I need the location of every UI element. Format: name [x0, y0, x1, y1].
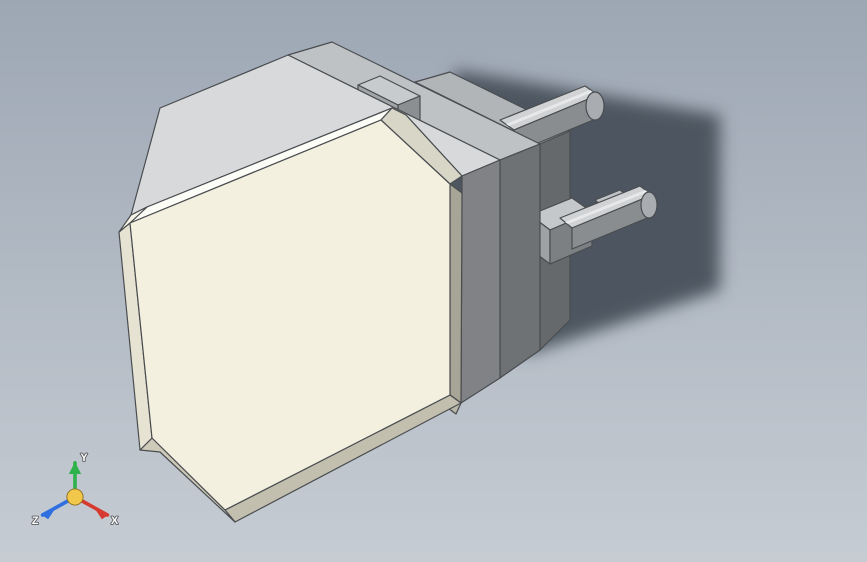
pin-2-endcap [641, 192, 657, 218]
body-right-face [500, 144, 540, 378]
triad-origin-icon [67, 489, 83, 505]
axis-y-arrow-icon [70, 463, 81, 474]
model-scene[interactable] [0, 0, 867, 562]
axis-y-label: Y [80, 452, 88, 464]
pin-1-endcap [586, 92, 604, 120]
front-chamfer-right [450, 184, 462, 403]
cad-viewport[interactable]: X Y Z [0, 0, 867, 562]
orientation-triad[interactable]: X Y Z [30, 447, 120, 547]
axis-z-label: Z [32, 515, 39, 527]
axis-x-label: X [111, 515, 119, 527]
cap-right-face [461, 160, 500, 403]
